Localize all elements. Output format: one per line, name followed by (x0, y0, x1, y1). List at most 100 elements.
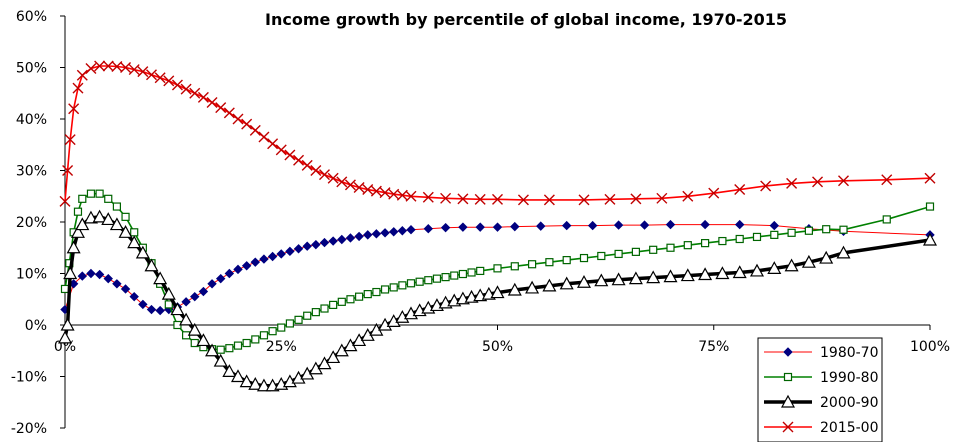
data-point (76, 69, 88, 81)
data-point (60, 317, 75, 331)
data-point (398, 281, 407, 290)
data-point (708, 187, 720, 199)
data-point (924, 172, 936, 184)
data-point (424, 276, 433, 285)
data-point (155, 305, 165, 316)
data-point (73, 207, 83, 216)
legend-marker (783, 347, 793, 357)
data-point (450, 271, 459, 280)
data-point (467, 268, 476, 277)
data-point (153, 271, 168, 285)
data-point (492, 193, 503, 205)
data-point (613, 220, 624, 230)
data-point (922, 232, 938, 246)
data-point (120, 284, 131, 294)
axes: -20%-10%0%10%20%30%40%50%60%0% 25% 50% 75% 1… (11, 9, 950, 437)
legend: 1980-70 1990-80 2000-90 2015-00 (757, 337, 883, 443)
data-point (250, 257, 261, 267)
data-point (559, 276, 574, 290)
data-point (836, 245, 851, 259)
data-point (251, 335, 260, 344)
data-point (458, 269, 467, 279)
data-point (379, 187, 391, 199)
data-point (380, 285, 390, 294)
data-point (268, 327, 277, 336)
data-point (432, 274, 442, 283)
data-point (543, 194, 555, 206)
data-point (242, 338, 251, 348)
x-tick-label: 75% (698, 339, 729, 355)
data-point (786, 177, 798, 189)
data-point (190, 291, 200, 302)
data-point (94, 60, 106, 72)
data-point (715, 266, 730, 280)
data-point (353, 182, 365, 193)
data-point (770, 230, 779, 239)
data-point (259, 254, 269, 264)
y-tick-label: 10% (16, 267, 47, 283)
legend-label: 1980-70 (820, 345, 879, 361)
data-point (275, 144, 287, 156)
data-point (101, 212, 116, 226)
data-point (925, 202, 935, 211)
data-point (154, 72, 166, 84)
data-point (784, 258, 799, 272)
data-point (282, 374, 297, 388)
data-point (59, 195, 71, 207)
data-point (103, 273, 113, 284)
data-point (170, 302, 185, 316)
data-point (525, 280, 540, 294)
data-point (597, 251, 606, 261)
data-point (319, 169, 330, 181)
data-point (389, 283, 398, 292)
data-point (656, 192, 668, 204)
x-tick-label: 100% (910, 339, 950, 355)
data-point (474, 193, 486, 205)
data-point (683, 241, 692, 250)
data-point (734, 184, 746, 196)
data-point (718, 236, 727, 246)
data-point (320, 304, 329, 313)
data-point (476, 266, 485, 276)
data-point (72, 82, 84, 94)
data-point (630, 193, 642, 205)
data-point (75, 217, 90, 231)
data-point (233, 264, 243, 275)
data-point (233, 341, 243, 350)
data-point (215, 273, 226, 284)
data-point (267, 251, 278, 262)
data-point (561, 220, 572, 231)
data-point (77, 271, 88, 281)
series-group (57, 60, 938, 392)
data-point (328, 236, 338, 246)
data-point (510, 221, 520, 232)
data-point (60, 284, 70, 294)
data-point (336, 176, 348, 188)
data-point (822, 225, 831, 234)
y-tick-label: 30% (16, 164, 47, 180)
data-point (189, 87, 201, 99)
data-point (256, 378, 271, 392)
data-point (78, 194, 87, 203)
y-tick-label: -20% (11, 421, 47, 437)
data-point (206, 97, 218, 109)
data-point (302, 241, 312, 251)
data-point (86, 268, 96, 279)
data-point (663, 269, 678, 283)
x-tick-label: 50% (482, 339, 513, 355)
legend-item: 2000-90 (764, 394, 879, 411)
y-tick-label: 60% (16, 9, 47, 25)
data-point (337, 297, 346, 306)
data-point (62, 165, 74, 176)
data-point (326, 350, 341, 364)
chart-title: Income growth by percentile of global in… (265, 10, 787, 29)
data-point (128, 64, 140, 76)
data-point (181, 297, 191, 307)
data-point (207, 279, 217, 289)
data-point (102, 60, 114, 72)
legend-item: 1980-70 (764, 345, 879, 361)
data-point (579, 253, 589, 263)
data-point (517, 194, 529, 206)
data-point (881, 174, 893, 186)
